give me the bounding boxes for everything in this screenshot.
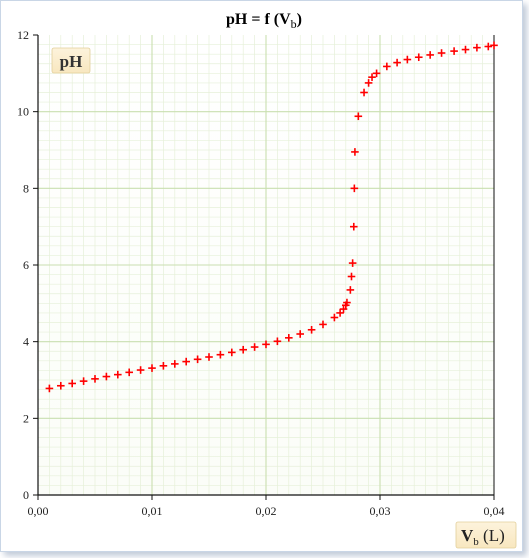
- data-point: [182, 357, 190, 366]
- data-point: [351, 148, 359, 156]
- data-point: [383, 62, 391, 71]
- data-point: [57, 381, 65, 390]
- x-tick-label: 0,03: [370, 504, 391, 518]
- data-point: [193, 355, 202, 364]
- data-point: [349, 222, 358, 231]
- data-point: [285, 334, 293, 342]
- data-point: [372, 69, 381, 78]
- data-point: [461, 45, 470, 54]
- data-point: [205, 353, 213, 361]
- data-point: [216, 350, 225, 359]
- data-point: [348, 259, 357, 267]
- y-tick-label: 12: [17, 28, 29, 42]
- x-tick-label: 0,04: [484, 504, 505, 518]
- data-point: [343, 298, 351, 307]
- data-point: [262, 340, 270, 349]
- data-points: [45, 41, 498, 393]
- data-point: [330, 313, 339, 322]
- y-tick-label: 6: [23, 258, 29, 272]
- x-axis-label: Vb (L): [461, 526, 505, 548]
- data-point: [45, 384, 54, 393]
- data-point: [393, 58, 401, 67]
- y-tick-label: 10: [17, 105, 29, 119]
- data-point: [159, 362, 168, 370]
- y-tick-label: 4: [23, 335, 29, 349]
- x-tick-label: 0,02: [256, 504, 277, 518]
- data-point: [484, 42, 493, 51]
- data-point: [114, 370, 122, 379]
- y-tick-label: 2: [23, 411, 29, 425]
- data-point: [346, 286, 355, 294]
- data-point: [490, 41, 498, 50]
- data-point: [171, 360, 179, 368]
- data-point: [364, 79, 373, 87]
- data-point: [354, 112, 363, 121]
- y-label-box: [51, 47, 91, 74]
- data-point: [273, 337, 282, 346]
- data-point: [125, 368, 133, 377]
- x-label-box: [455, 521, 517, 549]
- data-point: [136, 366, 145, 374]
- data-point: [307, 325, 316, 334]
- data-point: [319, 320, 327, 329]
- data-point: [473, 43, 481, 52]
- data-point: [414, 53, 423, 62]
- data-point: [250, 343, 259, 351]
- data-point: [368, 73, 376, 81]
- data-point: [347, 272, 356, 281]
- y-tick-label: 0: [23, 488, 29, 502]
- x-tick-label: 0,01: [142, 504, 163, 518]
- chart-title: pH = f (Vb): [226, 11, 302, 31]
- data-point: [350, 184, 359, 193]
- y-tick-label: 8: [23, 181, 29, 195]
- data-point: [148, 364, 156, 372]
- data-point: [403, 55, 412, 64]
- axis-ticks: 0,00 0,01 0,02 0,03 0,04 0 2 4 6 8 10 12: [17, 28, 505, 518]
- y-axis-label: pH: [60, 52, 83, 71]
- data-point: [91, 375, 99, 383]
- data-point: [437, 49, 446, 57]
- data-point: [239, 345, 247, 354]
- data-point: [102, 372, 111, 381]
- data-point: [79, 377, 88, 385]
- data-point: [450, 47, 458, 55]
- data-point: [68, 379, 76, 388]
- data-point: [228, 348, 236, 357]
- x-tick-label: 0,00: [28, 504, 49, 518]
- data-point: [426, 51, 434, 59]
- data-point: [339, 305, 348, 313]
- data-point: [360, 88, 368, 97]
- data-point: [296, 330, 304, 338]
- data-point: [336, 309, 344, 317]
